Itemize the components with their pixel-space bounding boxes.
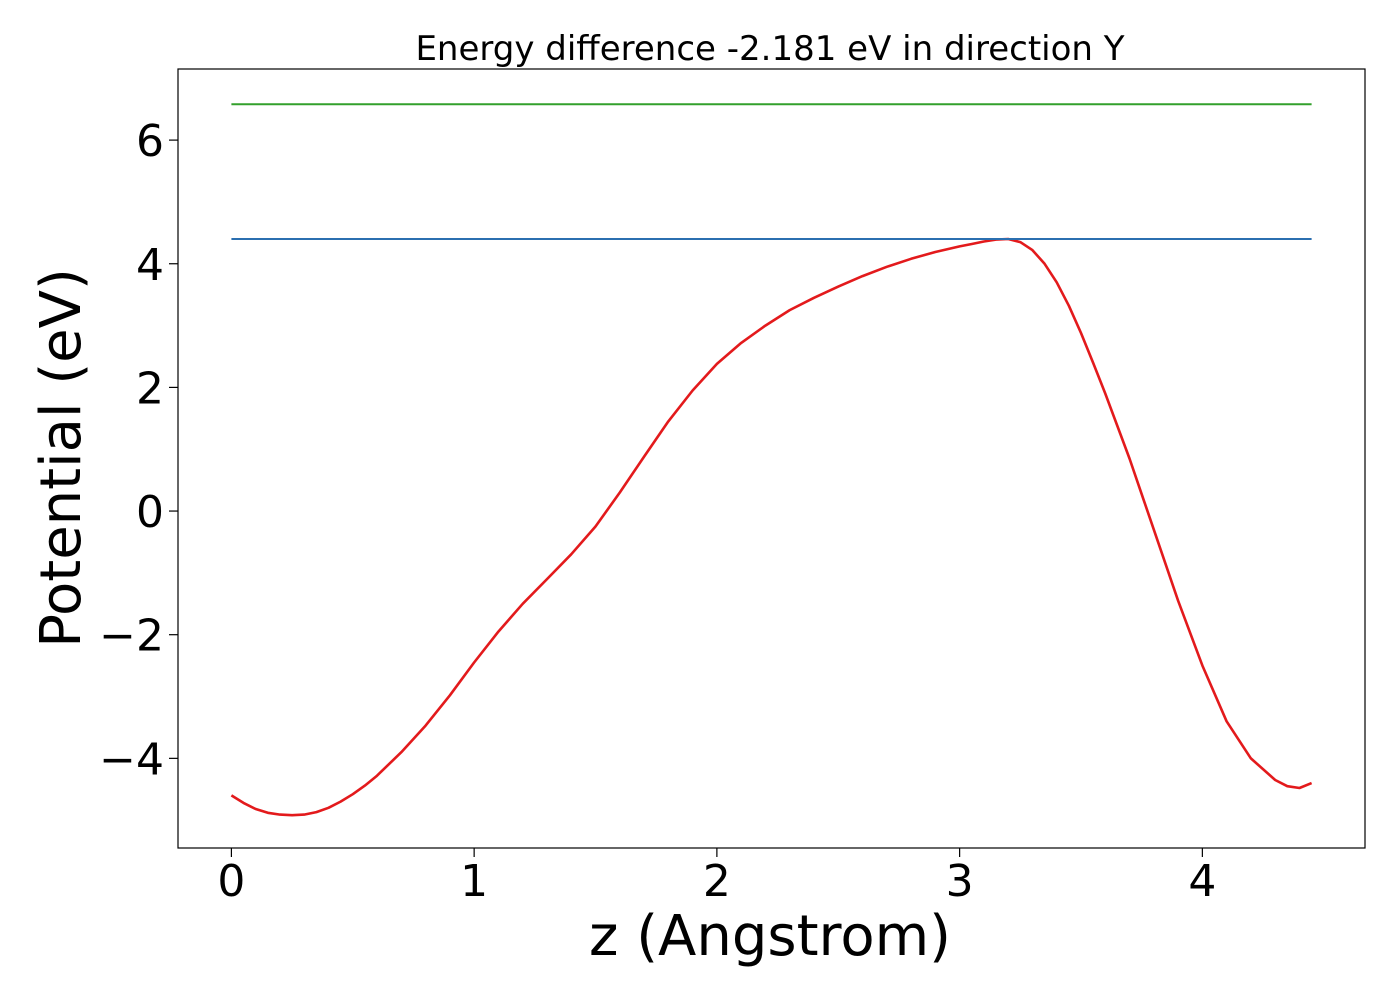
x-tick-label: 1	[460, 856, 488, 907]
y-tick-label: −2	[99, 611, 164, 662]
x-tick-label: 3	[946, 856, 974, 907]
potential-curve	[230, 237, 1313, 817]
y-tick-label: 4	[136, 240, 164, 291]
series-layer	[230, 103, 1313, 817]
y-axis-ticks: −4 −2 0 2 4 6	[99, 116, 178, 785]
x-tick-label: 4	[1188, 856, 1216, 907]
chart-title: Energy difference -2.181 eV in direction…	[415, 29, 1124, 69]
x-axis-ticks: 0 1 2 3 4	[217, 848, 1216, 907]
y-tick-label: 6	[136, 116, 164, 167]
y-axis-label: Potential (eV)	[29, 268, 94, 648]
y-tick-label: 0	[136, 487, 164, 538]
x-axis-label: z (Angstrom)	[589, 904, 951, 969]
x-tick-label: 2	[703, 856, 731, 907]
y-tick-label: −4	[99, 734, 164, 785]
x-tick-label: 0	[217, 856, 245, 907]
y-tick-label: 2	[136, 363, 164, 414]
plot-area	[177, 68, 1366, 849]
